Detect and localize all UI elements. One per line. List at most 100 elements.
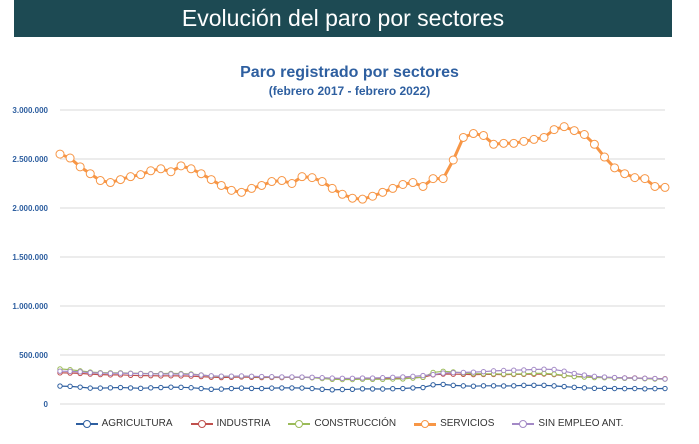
data-point (218, 373, 225, 379)
data-point (208, 386, 214, 392)
legend-item: AGRICULTURA (75, 418, 173, 429)
data-point (309, 374, 315, 381)
y-tick-label: 0 (44, 400, 49, 409)
data-point (450, 382, 456, 389)
data-point (420, 372, 426, 379)
data-point (289, 374, 295, 380)
data-point (571, 384, 577, 391)
data-point (198, 385, 204, 392)
data-point (652, 375, 658, 382)
data-point (258, 373, 265, 380)
data-point (309, 385, 315, 392)
data-point (178, 384, 184, 391)
data-point (418, 181, 428, 191)
data-point (329, 387, 335, 393)
data-point (468, 129, 478, 139)
data-point (216, 180, 226, 190)
data-point (65, 153, 75, 163)
data-point (388, 183, 398, 193)
data-point (500, 383, 507, 389)
data-point (621, 375, 628, 381)
chart-title: Paro registrado por sectores (240, 64, 459, 81)
data-point (218, 386, 225, 392)
data-point (531, 366, 537, 373)
data-point (327, 183, 337, 193)
data-point (511, 367, 517, 373)
data-point (299, 374, 305, 380)
data-point (198, 372, 204, 378)
data-point (621, 385, 628, 392)
data-point (75, 162, 85, 172)
data-point (480, 368, 487, 375)
data-point (329, 375, 335, 381)
legend-swatch (414, 419, 437, 428)
data-point (591, 385, 598, 392)
data-point (77, 369, 83, 375)
data-point (660, 182, 670, 192)
chart-legend: AGRICULTURA INDUSTRIA CONSTRUCCIÓN SERVICIO… (0, 418, 699, 429)
data-point (489, 139, 499, 149)
data-point (450, 369, 456, 376)
data-point (650, 181, 660, 191)
data-point (460, 369, 467, 376)
data-point (470, 369, 477, 375)
data-point (67, 383, 73, 390)
data-point (158, 384, 164, 391)
data-point (176, 161, 186, 171)
data-point (186, 164, 196, 174)
data-point (440, 381, 446, 388)
data-point (339, 386, 346, 393)
data-point (188, 371, 194, 378)
data-point (258, 385, 265, 392)
y-tick-label: 1.000.000 (12, 302, 48, 311)
legend-swatch (512, 419, 535, 428)
data-point (601, 385, 608, 392)
data-point (127, 385, 134, 391)
data-point (600, 152, 609, 162)
data-point (541, 366, 547, 372)
data-point (470, 383, 477, 389)
data-point (601, 374, 608, 380)
data-point (549, 125, 559, 135)
data-point (662, 385, 668, 392)
legend-label: INDUSTRIA (216, 418, 271, 429)
data-point (378, 187, 388, 197)
data-point (359, 386, 366, 392)
legend-label: CONSTRUCCIÓN (314, 418, 397, 429)
data-point (85, 169, 95, 179)
data-point (398, 179, 408, 189)
data-point (642, 386, 648, 392)
data-point (591, 373, 598, 380)
data-point (238, 373, 245, 379)
data-point (146, 166, 156, 176)
data-point (319, 386, 325, 392)
data-point (620, 169, 630, 179)
data-point (561, 368, 567, 374)
data-point (148, 385, 154, 391)
legend-item: CONSTRUCCIÓN (288, 418, 396, 429)
data-point (206, 175, 216, 185)
data-point (490, 383, 497, 389)
data-point (289, 385, 295, 391)
data-point (448, 155, 458, 165)
data-point (642, 375, 648, 382)
data-point (287, 179, 297, 188)
data-point (368, 191, 378, 201)
data-point (390, 374, 396, 381)
data-point (632, 375, 638, 381)
data-point (408, 178, 418, 188)
page-banner: Evolución del paro por sectores (14, 0, 672, 37)
data-point (148, 371, 154, 377)
data-point (55, 149, 65, 159)
data-point (521, 382, 527, 389)
data-point (57, 368, 63, 374)
y-tick-label: 500.000 (19, 351, 48, 360)
data-point (166, 167, 176, 177)
data-point (77, 384, 83, 390)
data-point (430, 371, 436, 378)
data-point (581, 385, 588, 391)
y-tick-label: 2.500.000 (12, 155, 48, 164)
data-point (500, 367, 507, 374)
y-tick-label: 2.000.000 (12, 204, 48, 213)
